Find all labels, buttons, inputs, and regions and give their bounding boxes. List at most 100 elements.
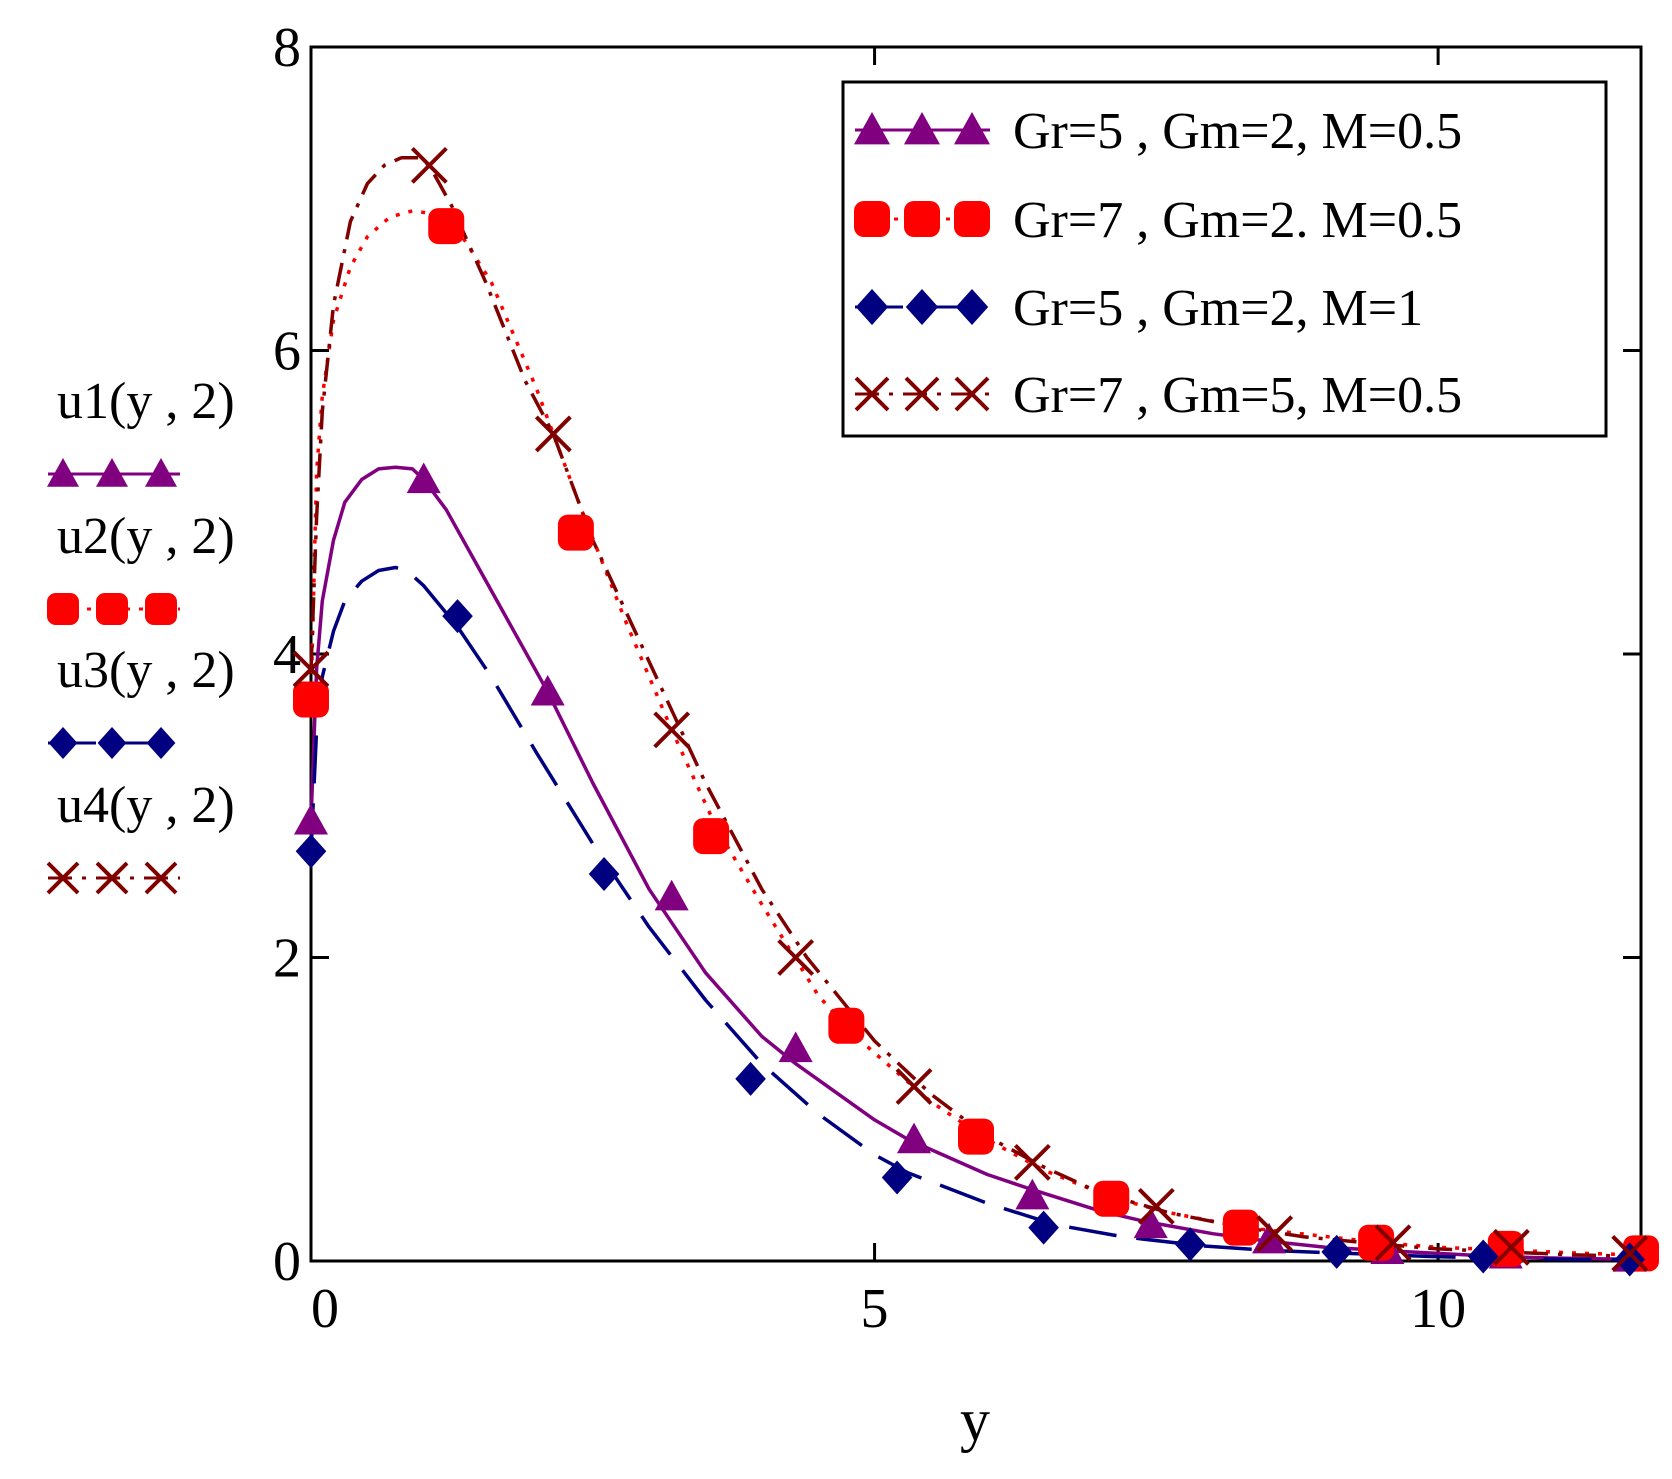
data-point-u4 <box>1256 1215 1294 1253</box>
x-tick-label: 10 <box>1410 1278 1466 1340</box>
y-label-marker-sample <box>144 861 178 895</box>
x-marker-stroke <box>144 861 178 895</box>
legend-marker <box>854 376 890 412</box>
x-marker-stroke <box>95 861 129 895</box>
data-point-u3 <box>735 1061 766 1096</box>
data-point-u2 <box>293 681 329 718</box>
x-marker-stroke <box>777 939 815 976</box>
legend-marker <box>954 376 990 412</box>
data-point-u2 <box>1358 1224 1395 1261</box>
legend-marker <box>955 289 989 325</box>
data-point-u3 <box>295 834 327 869</box>
legend-marker <box>905 289 939 325</box>
x-marker-stroke <box>1611 1234 1649 1272</box>
data-point-u4 <box>1374 1224 1412 1262</box>
data-point-u2 <box>557 514 594 551</box>
data-point-u3 <box>1467 1239 1499 1274</box>
legend-marker <box>854 201 890 237</box>
y-label-u2: u2(y , 2) <box>57 508 235 565</box>
y-label-u4: u4(y , 2) <box>57 777 235 834</box>
y-label-marker-sample <box>46 861 80 895</box>
legend-entry-u2: Gr=7 , Gm=2. M=0.5 <box>1013 192 1462 249</box>
x-marker-stroke <box>1492 1228 1530 1266</box>
series-markers <box>292 146 1659 1277</box>
legend: Gr=5 , Gm=2, M=0.5 Gr=7 , Gm=2. M=0.5 Gr=5… <box>841 80 1608 438</box>
data-point-u2 <box>1222 1209 1259 1246</box>
x-marker-stroke <box>904 376 940 412</box>
y-label-marker-sample <box>96 458 128 487</box>
y-tick-label: 2 <box>273 928 301 990</box>
x-marker-stroke <box>1013 1143 1051 1181</box>
y-label-u1: u1(y , 2) <box>57 373 235 430</box>
data-point-u4 <box>1611 1234 1649 1272</box>
data-point-u4 <box>1137 1187 1175 1225</box>
data-point-u3 <box>881 1160 913 1195</box>
x-marker-stroke <box>1374 1224 1412 1262</box>
data-point-u4 <box>895 1068 933 1105</box>
y-label-marker-sample <box>146 727 176 759</box>
y-tick-label: 8 <box>273 17 301 79</box>
x-axis-title: y <box>960 1387 990 1453</box>
data-point-u3 <box>588 857 620 892</box>
x-marker-stroke <box>1256 1215 1294 1253</box>
data-point-u4 <box>1013 1143 1051 1181</box>
legend-marker <box>954 112 990 145</box>
data-point-u1 <box>654 879 689 911</box>
legend-marker <box>904 201 940 237</box>
legend-marker <box>855 289 889 325</box>
y-tick-label: 0 <box>273 1231 301 1293</box>
y-tick-label: 6 <box>273 321 301 383</box>
series-line-u3 <box>309 565 1641 1262</box>
legend-entry-u1: Gr=5 , Gm=2, M=0.5 <box>1013 103 1462 160</box>
y-label-marker-sample <box>47 458 79 487</box>
series-line-u2 <box>309 209 1642 1257</box>
data-point-u4 <box>534 415 572 453</box>
data-point-u3 <box>1174 1227 1206 1262</box>
y-label-marker-sample <box>145 458 177 487</box>
data-point-u2 <box>828 1007 865 1044</box>
x-marker-stroke <box>653 711 691 749</box>
data-point-u1 <box>778 1031 813 1063</box>
x-marker-stroke <box>46 861 80 895</box>
legend-marker <box>954 201 990 237</box>
y-label-marker-sample <box>95 861 129 895</box>
data-point-u3 <box>1614 1242 1646 1277</box>
y-label-u3: u3(y , 2) <box>57 642 235 699</box>
y-label-marker-sample <box>145 593 177 625</box>
data-point-u3 <box>1321 1234 1352 1269</box>
data-point-u4 <box>410 146 448 184</box>
x-tick-label: 5 <box>861 1278 889 1340</box>
y-label-marker-sample <box>96 593 128 625</box>
data-point-u1 <box>530 674 565 706</box>
x-marker-stroke <box>292 650 330 688</box>
data-point-u3 <box>442 599 473 634</box>
x-marker-stroke <box>410 146 448 184</box>
x-tick-label: 0 <box>311 1278 339 1340</box>
data-point-u1 <box>406 462 441 494</box>
y-label-marker-sample <box>47 593 79 625</box>
x-marker-stroke <box>1137 1187 1175 1225</box>
data-point-u4 <box>1492 1228 1530 1266</box>
data-point-u3 <box>1028 1210 1059 1245</box>
data-point-u1 <box>897 1122 932 1154</box>
x-marker-stroke <box>534 415 572 453</box>
data-point-u2 <box>1093 1180 1130 1217</box>
data-point-u2 <box>958 1118 994 1155</box>
y-label-marker-sample <box>97 727 127 759</box>
legend-marker <box>904 112 940 145</box>
data-point-u2 <box>428 208 465 245</box>
data-point-u1 <box>1133 1207 1168 1239</box>
legend-entry-u3: Gr=5 , Gm=2, M=1 <box>1013 280 1423 337</box>
x-marker-stroke <box>854 376 890 412</box>
data-point-u4 <box>777 939 815 976</box>
data-point-u1 <box>294 803 328 835</box>
series-line-u1 <box>309 465 1642 1262</box>
x-marker-stroke <box>954 376 990 412</box>
legend-marker <box>854 112 890 145</box>
data-point-u4 <box>292 650 330 688</box>
data-point-u1 <box>1015 1178 1050 1210</box>
data-point-u4 <box>653 711 691 749</box>
y-label-marker-sample <box>48 727 78 759</box>
y-axis-series-labels: u1(y , 2) u2(y , 2) u3(y , 2) u4(y , 2) <box>46 373 235 895</box>
